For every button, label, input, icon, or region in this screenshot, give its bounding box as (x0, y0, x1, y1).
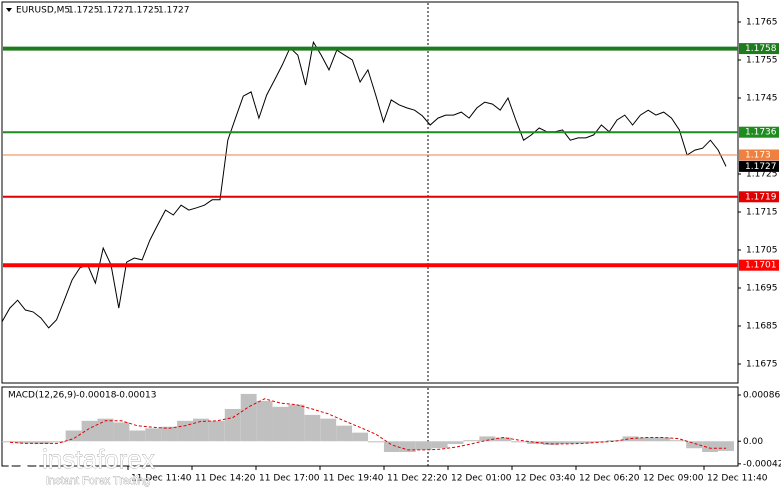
y-tick-label: 1.1705 (746, 246, 778, 256)
level-label: 1.1701 (745, 261, 777, 271)
x-tick-label: 11 Dec 19:40 (323, 474, 384, 484)
macd-bar (49, 441, 66, 443)
macd-bar (511, 441, 528, 443)
brand: instaforex (42, 444, 155, 474)
macd-bar (558, 441, 575, 444)
level-label-box (739, 126, 779, 138)
macd-bar (495, 437, 512, 442)
y-tick-label: 0.00 (743, 437, 763, 447)
logo-icon (8, 448, 40, 480)
macd-bar (33, 441, 50, 444)
y-tick-label: 1.1715 (746, 208, 778, 218)
y-tick-label: 1.1725 (746, 170, 778, 180)
signal-line (9, 398, 726, 451)
macd-value: -0.00013 (116, 391, 156, 401)
macd-bar (447, 441, 464, 444)
y-tick-label: 1.1765 (746, 18, 778, 28)
macd-bar (224, 408, 241, 442)
macd-bar (479, 436, 496, 442)
macd-bar (702, 441, 719, 453)
macd-bar (718, 441, 734, 451)
level-label: 1.1719 (745, 192, 777, 202)
macd-panel (1, 386, 739, 467)
ohlc-value: 1.1725 (128, 6, 160, 16)
x-tick-label: 12 Dec 06:20 (579, 474, 640, 484)
ohlc-value: 1.1727 (98, 6, 130, 16)
macd-bar (638, 437, 655, 442)
macd-bar (2, 441, 18, 443)
macd-bar (145, 428, 162, 442)
macd-value: -0.00018 (76, 391, 117, 401)
y-tick-label: 1.1745 (746, 94, 778, 104)
level-label-box (739, 191, 779, 203)
macd-bar (383, 441, 400, 453)
x-tick-label: 12 Dec 01:00 (451, 474, 512, 484)
macd-bar (399, 441, 416, 453)
macd-bar (431, 441, 448, 449)
macd-bar (606, 440, 623, 442)
macd-bar (97, 418, 114, 442)
macd-bar (161, 426, 178, 442)
current-price-label: 1.1727 (745, 162, 777, 172)
price-panel (1, 1, 739, 384)
macd-bar (527, 441, 544, 444)
price-line (1, 40, 727, 329)
current-price-box (739, 160, 779, 172)
watermark: instaforex Instant Forex Trading (8, 444, 155, 487)
macd-bar (463, 440, 480, 442)
macd-bar (654, 437, 671, 442)
x-tick-label: 12 Dec 09:00 (643, 474, 704, 484)
y-tick-label: 1.1675 (746, 360, 778, 370)
x-tick-label: 12 Dec 03:40 (515, 474, 576, 484)
macd-title: MACD(12,26,9) (8, 391, 76, 401)
x-tick-label: 11 Dec 14:20 (195, 474, 256, 484)
macd-bar (686, 441, 703, 449)
macd-bar (352, 432, 368, 442)
macd-bar (17, 441, 34, 444)
ohlc-value: 1.1725 (68, 6, 100, 16)
level-label-box (739, 149, 779, 161)
macd-bar (113, 422, 130, 442)
macd-bar (208, 420, 225, 442)
level-label: 1.1758 (745, 44, 777, 54)
x-tick-label: 11 Dec 17:00 (259, 474, 320, 484)
macd-bar (320, 418, 337, 442)
x-tick-label: 11 Dec 22:20 (387, 474, 448, 484)
y-tick-label: 0.00086 (743, 390, 780, 400)
logo-icon (14, 454, 34, 474)
level-label: 1.1736 (745, 128, 777, 138)
y-tick-label: 1.1685 (746, 322, 778, 332)
macd-bar (574, 441, 591, 444)
macd-bar (129, 430, 146, 442)
y-tick-label: -0.00042 (743, 459, 781, 469)
level-label-box (739, 43, 779, 55)
macd-bar (368, 441, 384, 443)
macd-bar (81, 420, 98, 442)
macd-bar (65, 430, 82, 442)
menu-arrow[interactable] (6, 8, 12, 12)
ohlc-value: 1.1727 (158, 6, 190, 16)
macd-bar (240, 393, 257, 442)
macd-bar (670, 440, 687, 442)
macd-bar (543, 441, 559, 446)
macd-bar (256, 400, 273, 442)
x-tick-label: 11 Dec 11:40 (131, 474, 192, 484)
macd-bar (336, 425, 353, 442)
y-tick-label: 1.1695 (746, 284, 778, 294)
y-tick-label: 1.1755 (746, 56, 778, 66)
macd-bar (192, 418, 209, 442)
macd-bar (288, 404, 305, 442)
macd-bar (304, 414, 321, 442)
macd-bar (590, 441, 607, 443)
chart-title: EURUSD,M5 (16, 6, 70, 16)
macd-bar (415, 441, 432, 450)
level-label: 1.173 (745, 151, 771, 161)
macd-bar (272, 406, 289, 442)
level-label-box (739, 259, 779, 271)
tagline: Instant Forex Trading (46, 475, 150, 487)
x-tick-label: 12 Dec 11:40 (707, 474, 768, 484)
